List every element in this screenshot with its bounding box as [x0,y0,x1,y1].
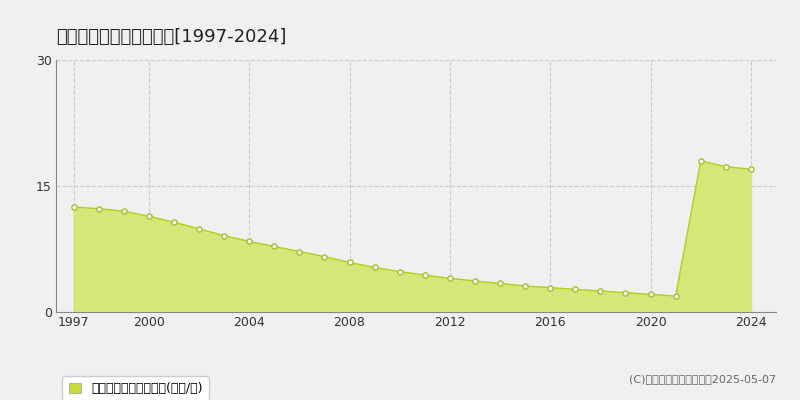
Point [569,286,582,292]
Point [318,253,331,260]
Point [494,280,506,287]
Point [67,204,80,210]
Text: (C)土地価格ドットコム　2025-05-07: (C)土地価格ドットコム 2025-05-07 [629,374,776,384]
Point [443,275,456,282]
Point [619,290,632,296]
Point [142,213,155,220]
Point [268,243,281,250]
Point [670,293,682,299]
Point [118,208,130,214]
Point [293,248,306,255]
Point [694,158,707,164]
Point [518,283,531,289]
Point [418,272,431,278]
Point [193,226,206,232]
Point [719,164,732,170]
Point [242,238,255,245]
Point [343,259,356,266]
Point [594,288,606,294]
Point [92,206,105,212]
Point [469,278,482,284]
Point [544,284,557,291]
Point [218,232,230,239]
Point [644,291,657,298]
Text: 南山城村　基準地価推移[1997-2024]: 南山城村 基準地価推移[1997-2024] [56,28,286,46]
Point [368,264,381,271]
Point [745,166,758,172]
Point [167,219,180,225]
Point [394,268,406,275]
Legend: 基準地価　平均坪単価(万円/坪): 基準地価 平均坪単価(万円/坪) [62,376,209,400]
